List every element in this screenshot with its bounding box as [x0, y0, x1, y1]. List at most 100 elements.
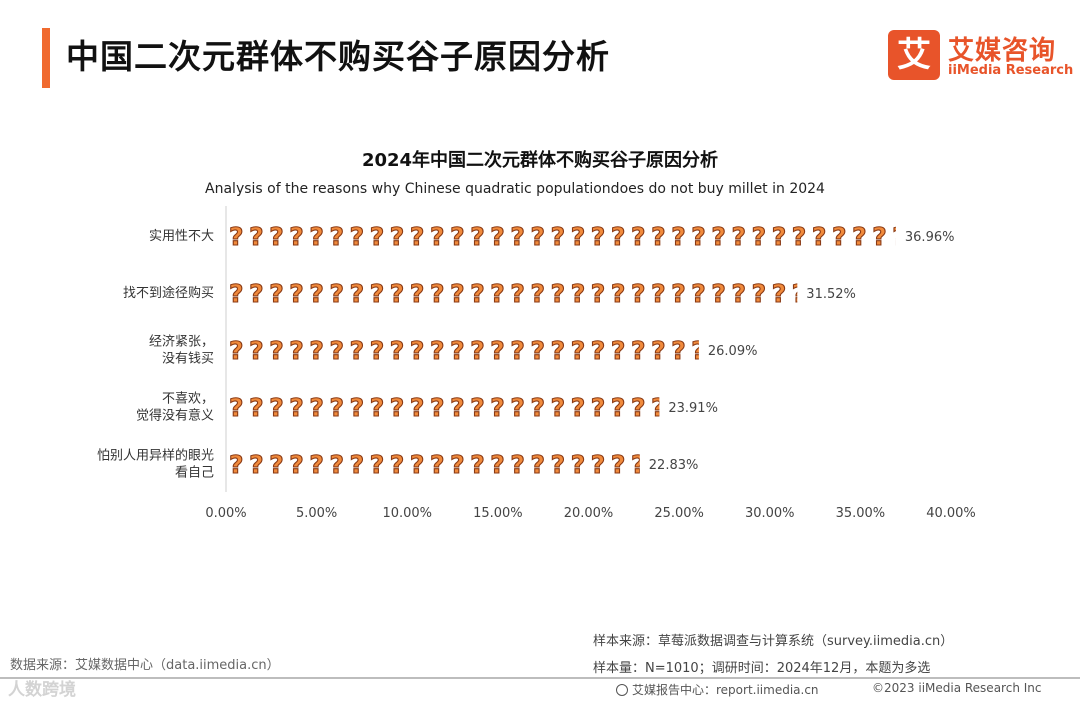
svg-text:?: ? — [591, 450, 606, 479]
svg-text:?: ? — [229, 450, 244, 479]
svg-text:?: ? — [309, 393, 324, 422]
data-label: 26.09% — [708, 344, 758, 359]
x-tick-label: 40.00% — [926, 506, 976, 521]
watermark-text: 人数跨境 — [8, 680, 76, 700]
svg-text:?: ? — [531, 222, 546, 251]
svg-text:?: ? — [531, 279, 546, 308]
data-source: 数据来源：艾媒数据中心（data.iimedia.cn） — [10, 658, 280, 673]
svg-text:?: ? — [229, 222, 244, 251]
svg-text:?: ? — [631, 222, 646, 251]
svg-text:?: ? — [370, 450, 385, 479]
svg-text:?: ? — [309, 336, 324, 365]
svg-text:?: ? — [430, 222, 445, 251]
globe-icon — [616, 684, 628, 696]
svg-text:?: ? — [390, 279, 405, 308]
svg-text:?: ? — [571, 222, 586, 251]
svg-text:?: ? — [309, 279, 324, 308]
svg-text:?: ? — [551, 336, 566, 365]
category-label: 怕别人用异样的眼光看自己 — [97, 448, 214, 481]
svg-text:?: ? — [852, 222, 867, 251]
svg-text:?: ? — [390, 450, 405, 479]
svg-text:?: ? — [591, 336, 606, 365]
svg-text:?: ? — [289, 336, 304, 365]
svg-text:?: ? — [752, 222, 767, 251]
svg-text:?: ? — [269, 336, 284, 365]
svg-text:?: ? — [430, 393, 445, 422]
svg-text:?: ? — [490, 222, 505, 251]
svg-text:?: ? — [510, 279, 525, 308]
svg-text:?: ? — [289, 450, 304, 479]
svg-text:?: ? — [531, 336, 546, 365]
svg-text:?: ? — [430, 450, 445, 479]
data-label: 36.96% — [905, 230, 955, 245]
svg-text:?: ? — [611, 393, 626, 422]
svg-text:?: ? — [269, 279, 284, 308]
svg-text:?: ? — [711, 279, 726, 308]
category-label: 找不到途径购买 — [123, 285, 214, 301]
svg-text:?: ? — [269, 450, 284, 479]
svg-text:?: ? — [732, 222, 747, 251]
svg-text:?: ? — [229, 279, 244, 308]
title-accent-bar — [42, 28, 50, 88]
svg-text:?: ? — [732, 279, 747, 308]
svg-text:?: ? — [490, 393, 505, 422]
svg-text:?: ? — [229, 336, 244, 365]
svg-text:?: ? — [390, 222, 405, 251]
svg-text:?: ? — [450, 450, 465, 479]
svg-text:?: ? — [651, 393, 666, 422]
svg-text:?: ? — [370, 336, 385, 365]
svg-text:?: ? — [651, 336, 666, 365]
svg-text:?: ? — [450, 336, 465, 365]
svg-text:?: ? — [631, 393, 646, 422]
svg-text:?: ? — [289, 393, 304, 422]
svg-text:?: ? — [571, 336, 586, 365]
svg-text:?: ? — [510, 393, 525, 422]
svg-text:?: ? — [571, 393, 586, 422]
svg-text:?: ? — [330, 222, 345, 251]
bar-chart: 0.00% 5.00% 10.00% 15.00% 20.00% 25.00% 30.00%… — [97, 206, 976, 521]
svg-text:?: ? — [330, 450, 345, 479]
svg-text:?: ? — [591, 222, 606, 251]
svg-text:?: ? — [350, 222, 365, 251]
svg-text:?: ? — [350, 336, 365, 365]
x-tick-label: 15.00% — [473, 506, 523, 521]
category-label: 经济紧张，没有钱买 — [149, 335, 214, 367]
svg-text:?: ? — [249, 279, 264, 308]
svg-text:?: ? — [490, 336, 505, 365]
category-label: 不喜欢，觉得没有意义 — [136, 392, 214, 424]
svg-text:?: ? — [330, 393, 345, 422]
svg-text:?: ? — [450, 279, 465, 308]
svg-text:?: ? — [430, 279, 445, 308]
svg-text:?: ? — [551, 222, 566, 251]
svg-text:?: ? — [490, 279, 505, 308]
svg-text:?: ? — [711, 222, 726, 251]
svg-text:?: ? — [691, 279, 706, 308]
svg-text:?: ? — [510, 450, 525, 479]
svg-text:?: ? — [792, 222, 807, 251]
svg-text:?: ? — [249, 450, 264, 479]
svg-text:?: ? — [289, 279, 304, 308]
svg-text:?: ? — [350, 393, 365, 422]
svg-text:?: ? — [450, 222, 465, 251]
svg-text:?: ? — [390, 336, 405, 365]
svg-text:?: ? — [631, 279, 646, 308]
svg-text:?: ? — [350, 450, 365, 479]
svg-text:?: ? — [410, 279, 425, 308]
svg-text:?: ? — [370, 279, 385, 308]
svg-text:?: ? — [510, 336, 525, 365]
svg-text:?: ? — [611, 450, 626, 479]
x-tick-label: 35.00% — [836, 506, 886, 521]
svg-text:?: ? — [450, 393, 465, 422]
svg-text:?: ? — [470, 450, 485, 479]
svg-text:?: ? — [651, 222, 666, 251]
sample-source: 样本来源：草莓派数据调查与计算系统（survey.iimedia.cn） — [593, 634, 954, 649]
svg-text:?: ? — [390, 393, 405, 422]
svg-text:?: ? — [269, 393, 284, 422]
svg-text:?: ? — [591, 393, 606, 422]
copyright: ©2023 iiMedia Research Inc — [872, 681, 1042, 695]
svg-text:?: ? — [832, 222, 847, 251]
footer-divider — [0, 677, 1080, 679]
category-label: 实用性不大 — [149, 229, 214, 244]
bar-pictogram: ????????????????????????????? — [228, 279, 797, 308]
svg-text:?: ? — [370, 393, 385, 422]
